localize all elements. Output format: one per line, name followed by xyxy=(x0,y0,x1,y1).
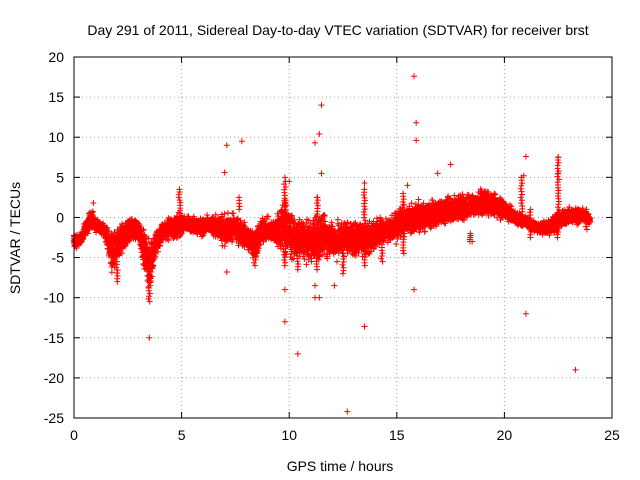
data-point xyxy=(415,196,422,203)
data-point xyxy=(165,215,172,222)
data-points xyxy=(70,73,594,415)
data-point xyxy=(104,224,111,231)
data-point xyxy=(203,211,210,218)
data-point xyxy=(150,262,157,269)
data-point xyxy=(164,235,171,242)
data-point xyxy=(89,209,96,216)
data-point xyxy=(141,240,148,247)
data-point xyxy=(118,250,125,257)
data-point xyxy=(224,209,231,216)
data-point xyxy=(140,226,147,233)
data-point xyxy=(334,216,341,223)
data-point xyxy=(105,227,112,234)
data-point xyxy=(334,258,341,265)
data-point xyxy=(416,229,423,236)
data-point xyxy=(180,227,187,234)
chart-title: Day 291 of 2011, Sidereal Day-to-day VTE… xyxy=(87,22,588,38)
data-point xyxy=(155,248,162,255)
data-point xyxy=(84,230,91,237)
data-point xyxy=(393,240,400,247)
data-point xyxy=(89,208,96,215)
data-point xyxy=(139,227,146,234)
data-point xyxy=(122,242,129,249)
data-point xyxy=(108,269,115,276)
